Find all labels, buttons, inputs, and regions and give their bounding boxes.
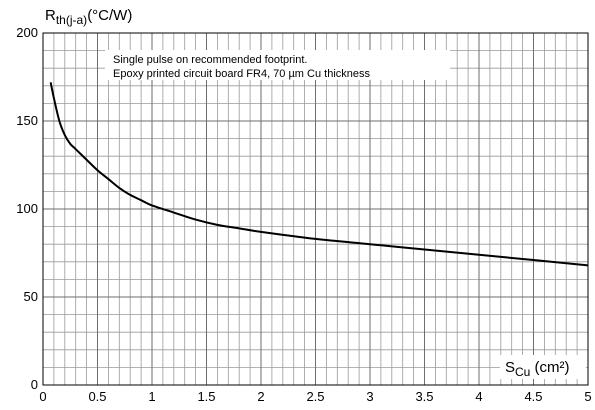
y-axis-label-sub: th(j-a): [56, 13, 87, 27]
y-tick-label: 0: [31, 377, 38, 392]
x-tick-label: 5: [584, 389, 591, 404]
series-group: [49, 82, 589, 267]
x-axis-label-sub: Cu: [515, 365, 530, 379]
y-tick-label: 100: [16, 201, 38, 216]
x-tick-label: 1.5: [197, 389, 215, 404]
x-tick-label: 2: [257, 389, 264, 404]
annotation-box: [105, 50, 450, 80]
x-tick-label: 3.5: [415, 389, 433, 404]
annotation-line-1: Single pulse on recommended footprint.: [113, 54, 307, 66]
x-axis-label-main: S: [505, 359, 515, 376]
x-label-background: [500, 355, 586, 379]
plot-frame: [42, 32, 589, 386]
y-tick-label: 150: [16, 113, 38, 128]
x-axis-label-unit: (cm²): [530, 359, 569, 376]
x-tick-labels: 0 0.5 1 1.5 2 2.5 3 3.5 4 4.5 5: [39, 389, 591, 404]
x-tick-label: 3: [366, 389, 373, 404]
y-tick-label: 200: [16, 25, 38, 40]
series-line-0: [49, 82, 589, 267]
y-axis-label: Rth(j-a)(°C/W): [45, 7, 132, 27]
x-axis-label: SCu (cm²): [505, 359, 570, 379]
x-tick-label: 1: [148, 389, 155, 404]
x-tick-label: 0: [39, 389, 46, 404]
annotation-line-2: Epoxy printed circuit board FR4, 70 µm C…: [113, 68, 371, 80]
y-axis-label-unit: (°C/W): [87, 7, 132, 24]
x-tick-label: 2.5: [306, 389, 324, 404]
x-tick-label: 4.5: [524, 389, 542, 404]
x-tick-label: 4: [475, 389, 482, 404]
y-axis-label-main: R: [45, 7, 56, 24]
y-tick-label: 50: [24, 289, 38, 304]
grid-major: [43, 33, 588, 385]
x-tick-label: 0.5: [88, 389, 106, 404]
y-tick-labels: 0 50 100 150 200: [16, 25, 38, 392]
